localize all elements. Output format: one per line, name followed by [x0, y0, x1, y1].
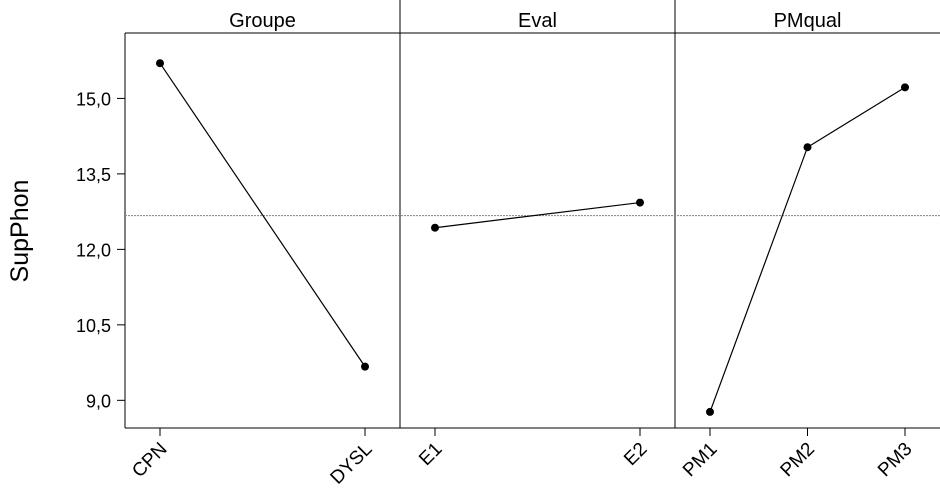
y-axis-label: SupPhon [6, 180, 34, 283]
data-point [156, 59, 164, 68]
x-tick-label: E2 [620, 439, 651, 470]
series-line [159, 62, 366, 367]
y-tick-label: 9,0 [86, 391, 111, 411]
data-point [706, 407, 714, 416]
x-tick-label: E1 [415, 439, 446, 470]
series-line [709, 86, 906, 413]
plot-frame [124, 0, 940, 429]
series-layer [156, 59, 909, 416]
data-point [901, 83, 909, 92]
x-tick-label: PM3 [874, 439, 916, 481]
y-tick-label: 12,0 [76, 240, 111, 260]
data-point [636, 198, 644, 207]
panel-title: Eval [518, 10, 557, 32]
panel-title: Groupe [229, 10, 296, 32]
x-tick-label: PM2 [777, 439, 819, 481]
y-tick-label: 10,5 [76, 316, 111, 336]
panel-title: PMqual [774, 10, 842, 32]
y-tick-label: 15,0 [76, 89, 111, 109]
axis-layer: 9,0 10,5 12,0 13,5 15,0 Groupe CPN DYSL Eval E1 E2… [76, 10, 917, 489]
data-point [431, 223, 439, 232]
y-tick-label: 13,5 [76, 165, 111, 185]
x-tick-label: DYSL [327, 439, 377, 489]
data-point [361, 362, 369, 371]
x-tick-label: PM1 [679, 439, 721, 481]
x-tick-label: CPN [128, 439, 171, 482]
series-line [434, 201, 641, 229]
data-point [803, 143, 812, 152]
